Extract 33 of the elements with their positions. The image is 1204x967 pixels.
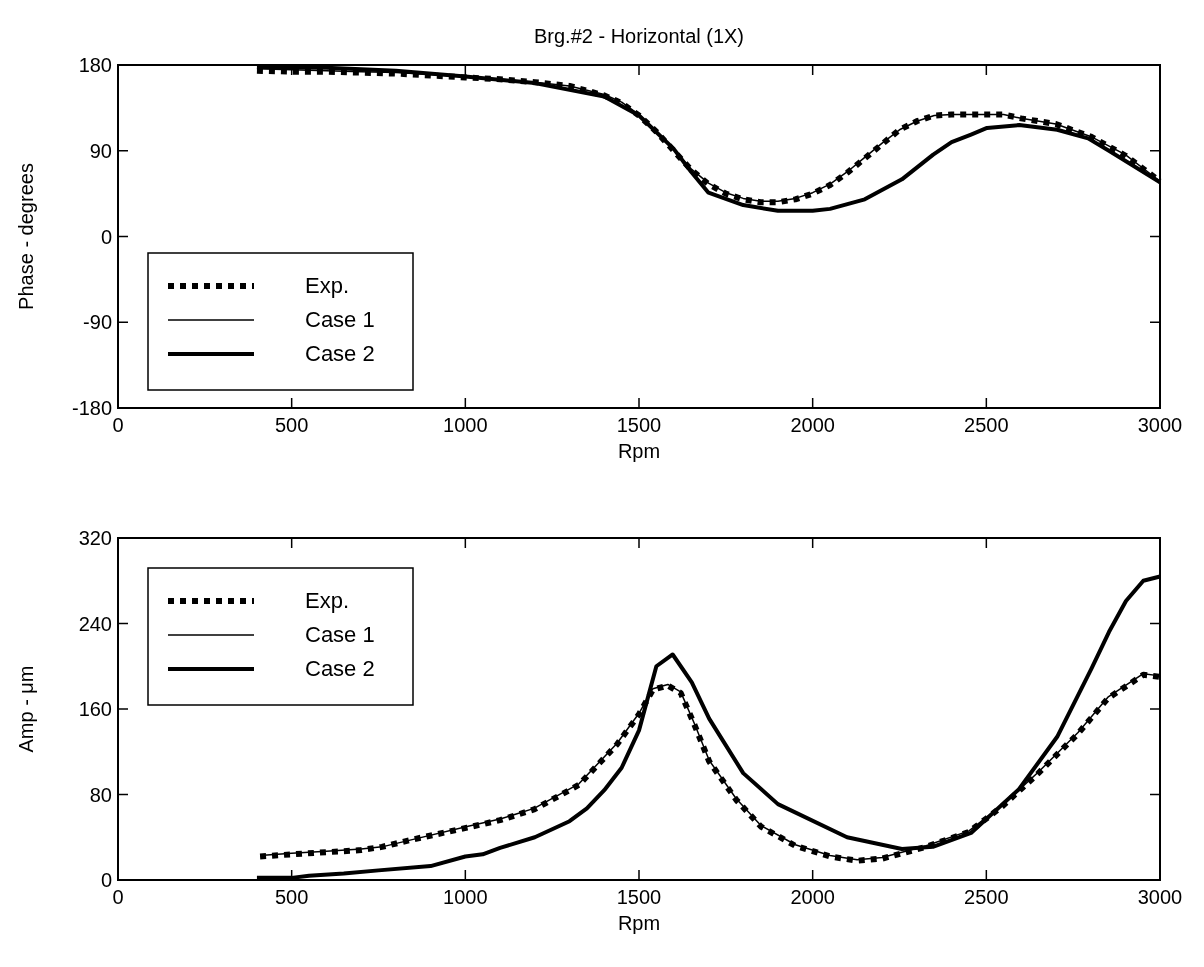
chart-title: Brg.#2 - Horizontal (1X) bbox=[533, 25, 745, 47]
x-tick-label: 3000 bbox=[1137, 414, 1183, 436]
x-tick-label: 2500 bbox=[964, 886, 1009, 908]
x-tick-label: 1500 bbox=[616, 886, 662, 908]
y-tick-label: -90 bbox=[83, 311, 112, 334]
y-axis-title: Amp - μm bbox=[15, 665, 37, 753]
y-tick-label: 180 bbox=[78, 54, 112, 76]
y-tick-label: 0 bbox=[100, 869, 112, 891]
legend-label: Exp. bbox=[305, 588, 350, 613]
y-tick-label: 240 bbox=[78, 612, 112, 635]
legend-label: Case 1 bbox=[305, 622, 375, 647]
y-tick-label: -180 bbox=[71, 397, 112, 419]
y-tick-label: 80 bbox=[89, 783, 112, 806]
legend-label: Case 2 bbox=[305, 656, 375, 681]
x-tick-label: 2000 bbox=[790, 886, 835, 908]
x-tick-label: 1000 bbox=[443, 414, 488, 436]
x-axis-title: Rpm bbox=[617, 912, 661, 934]
x-axis-title: Rpm bbox=[617, 440, 661, 462]
x-tick-label: 1500 bbox=[616, 414, 662, 436]
x-tick-label: 500 bbox=[274, 414, 309, 436]
legend-label: Case 2 bbox=[305, 341, 375, 366]
legend-label: Case 1 bbox=[305, 307, 375, 332]
y-axis-title: Phase - degrees bbox=[15, 163, 37, 310]
y-tick-label: 0 bbox=[100, 225, 112, 248]
y-tick-label: 90 bbox=[89, 139, 112, 162]
x-tick-label: 500 bbox=[274, 886, 309, 908]
x-tick-label: 2000 bbox=[790, 414, 835, 436]
legend-label: Exp. bbox=[305, 273, 350, 298]
x-tick-label: 2500 bbox=[964, 414, 1009, 436]
y-tick-label: 320 bbox=[78, 527, 112, 549]
x-tick-label: 3000 bbox=[1137, 886, 1183, 908]
x-tick-label: 1000 bbox=[443, 886, 488, 908]
y-tick-label: 160 bbox=[78, 698, 112, 720]
